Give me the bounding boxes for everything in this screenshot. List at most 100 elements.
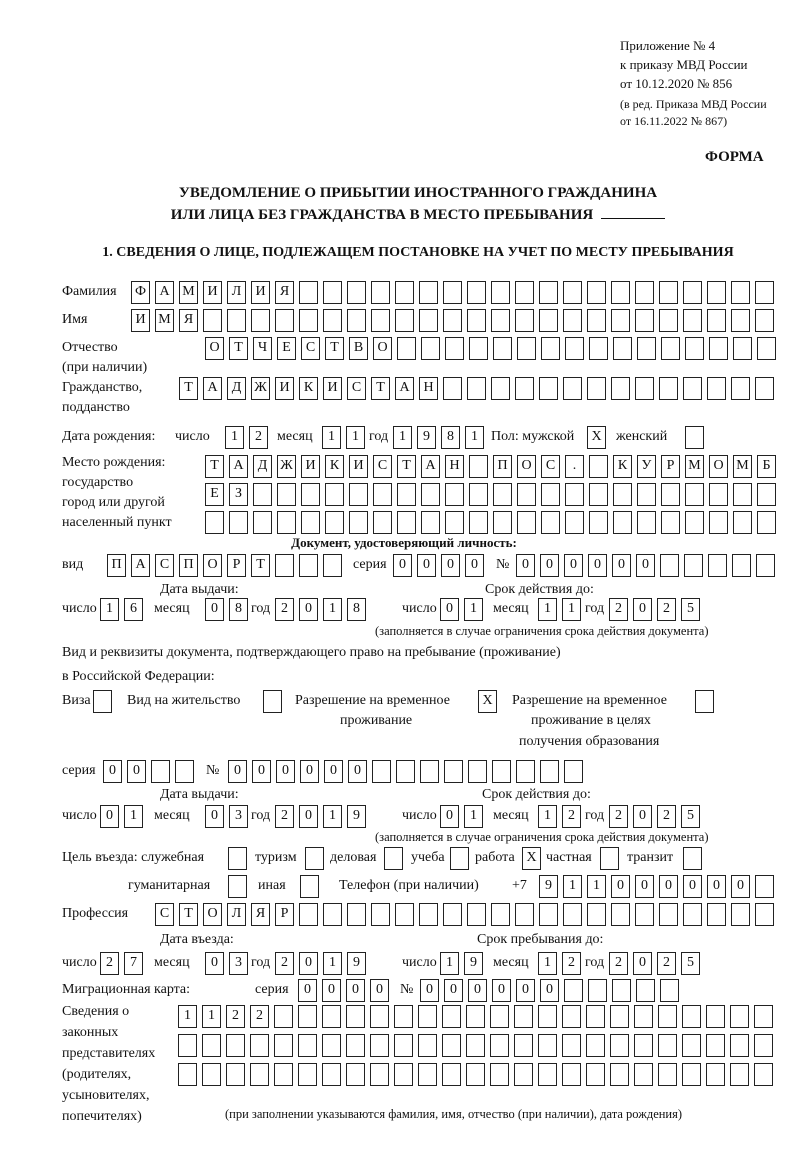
char-cell[interactable]: [515, 377, 534, 400]
residence-permit-checkbox[interactable]: [263, 690, 287, 713]
char-cell[interactable]: [541, 337, 560, 360]
char-cell[interactable]: [659, 377, 678, 400]
char-cell[interactable]: [684, 554, 703, 577]
char-cell[interactable]: [493, 511, 512, 534]
char-cell[interactable]: [587, 281, 606, 304]
reps-row-3[interactable]: [178, 1063, 778, 1086]
char-cell[interactable]: [325, 511, 344, 534]
char-cell[interactable]: [757, 337, 776, 360]
char-cell[interactable]: [370, 1005, 389, 1028]
male-checkbox[interactable]: X: [587, 426, 611, 449]
char-cell[interactable]: [349, 511, 368, 534]
char-cell[interactable]: [709, 511, 728, 534]
checkbox-cell[interactable]: X: [522, 847, 541, 870]
char-cell[interactable]: [564, 760, 583, 783]
char-cell[interactable]: [322, 1063, 341, 1086]
char-cell[interactable]: 0: [468, 979, 487, 1002]
purpose-transit-checkbox[interactable]: [683, 847, 707, 870]
char-cell[interactable]: [466, 1005, 485, 1028]
char-cell[interactable]: П: [493, 455, 512, 478]
char-cell[interactable]: [395, 309, 414, 332]
checkbox-cell[interactable]: X: [587, 426, 606, 449]
char-cell[interactable]: Т: [325, 337, 344, 360]
char-cell[interactable]: [443, 903, 462, 926]
char-cell[interactable]: [637, 337, 656, 360]
char-cell[interactable]: 2: [100, 952, 119, 975]
char-cell[interactable]: [516, 760, 535, 783]
char-cell[interactable]: [491, 377, 510, 400]
char-cell[interactable]: [658, 1034, 677, 1057]
char-cell[interactable]: [178, 1063, 197, 1086]
char-cell[interactable]: 2: [249, 426, 268, 449]
birthplace-row-3[interactable]: [205, 511, 781, 534]
char-cell[interactable]: А: [421, 455, 440, 478]
char-cell[interactable]: М: [179, 281, 198, 304]
char-cell[interactable]: [468, 760, 487, 783]
char-cell[interactable]: [517, 483, 536, 506]
char-cell[interactable]: [562, 1034, 581, 1057]
char-cell[interactable]: [587, 903, 606, 926]
char-cell[interactable]: [298, 1034, 317, 1057]
char-cell[interactable]: [682, 1034, 701, 1057]
char-cell[interactable]: 5: [681, 598, 700, 621]
char-cell[interactable]: [659, 903, 678, 926]
char-cell[interactable]: 1: [562, 598, 581, 621]
char-cell[interactable]: П: [179, 554, 198, 577]
char-cell[interactable]: 1: [178, 1005, 197, 1028]
char-cell[interactable]: Д: [253, 455, 272, 478]
char-cell[interactable]: [685, 511, 704, 534]
char-cell[interactable]: [299, 903, 318, 926]
char-cell[interactable]: [370, 1063, 389, 1086]
char-cell[interactable]: [634, 1063, 653, 1086]
char-cell[interactable]: [635, 281, 654, 304]
char-cell[interactable]: [706, 1005, 725, 1028]
char-cell[interactable]: [202, 1063, 221, 1086]
char-cell[interactable]: [323, 554, 342, 577]
char-cell[interactable]: [613, 483, 632, 506]
char-cell[interactable]: К: [325, 455, 344, 478]
char-cell[interactable]: Е: [205, 483, 224, 506]
char-cell[interactable]: [707, 377, 726, 400]
char-cell[interactable]: 0: [444, 979, 463, 1002]
char-cell[interactable]: [299, 281, 318, 304]
char-cell[interactable]: И: [251, 281, 270, 304]
char-cell[interactable]: [682, 1063, 701, 1086]
char-cell[interactable]: [755, 377, 774, 400]
char-cell[interactable]: 0: [346, 979, 365, 1002]
char-cell[interactable]: 1: [538, 805, 557, 828]
purpose-other-checkbox[interactable]: [300, 875, 324, 898]
char-cell[interactable]: В: [349, 337, 368, 360]
char-cell[interactable]: [754, 1034, 773, 1057]
char-cell[interactable]: [635, 309, 654, 332]
char-cell[interactable]: [323, 903, 342, 926]
char-cell[interactable]: Р: [275, 903, 294, 926]
char-cell[interactable]: [733, 483, 752, 506]
char-cell[interactable]: [610, 1034, 629, 1057]
char-cell[interactable]: [346, 1063, 365, 1086]
checkbox-cell[interactable]: [228, 847, 247, 870]
purpose-private-checkbox[interactable]: [600, 847, 624, 870]
char-cell[interactable]: 1: [124, 805, 143, 828]
char-cell[interactable]: А: [203, 377, 222, 400]
char-cell[interactable]: Т: [397, 455, 416, 478]
char-cell[interactable]: О: [709, 455, 728, 478]
char-cell[interactable]: [564, 979, 583, 1002]
checkbox-cell[interactable]: X: [478, 690, 497, 713]
char-cell[interactable]: С: [347, 377, 366, 400]
visa-checkbox[interactable]: [93, 690, 117, 713]
char-cell[interactable]: [419, 281, 438, 304]
temp-edu-checkbox[interactable]: [695, 690, 719, 713]
char-cell[interactable]: [730, 1034, 749, 1057]
char-cell[interactable]: [706, 1034, 725, 1057]
char-cell[interactable]: И: [301, 455, 320, 478]
char-cell[interactable]: [538, 1005, 557, 1028]
